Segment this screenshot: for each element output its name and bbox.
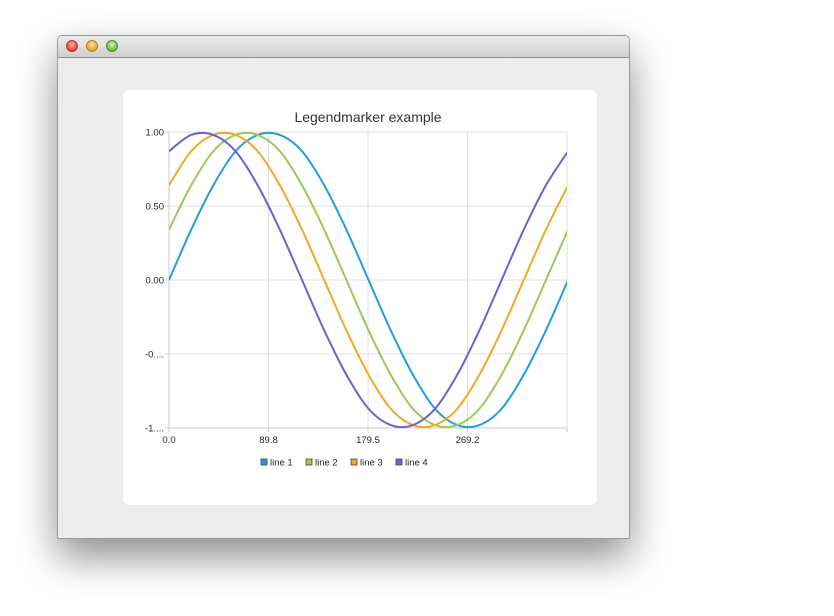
legend-label-3[interactable]: line 3 <box>360 458 383 469</box>
series-line-3 <box>169 131 567 429</box>
y-tick-label: -0.... <box>145 350 164 361</box>
y-tick-label: 0.50 <box>146 202 165 213</box>
y-tick-label: -1.... <box>145 424 164 435</box>
x-tick-label: 179.5 <box>356 435 380 446</box>
y-tick-label: 1.00 <box>146 128 165 139</box>
legend-label-1[interactable]: line 1 <box>270 458 293 469</box>
x-tick-label: 89.8 <box>259 435 278 446</box>
x-tick-label: 0.0 <box>162 435 175 446</box>
chart-title: Legendmarker example <box>294 109 441 125</box>
series-line-4 <box>169 131 567 429</box>
legend-marker-4[interactable] <box>395 458 403 466</box>
legend-marker-2[interactable] <box>305 458 313 466</box>
app-window: Legendmarker example 1.00 0.50 0.00 -0.... -1… <box>57 35 630 539</box>
title-bar[interactable] <box>58 36 629 58</box>
close-button[interactable] <box>66 40 78 52</box>
maximize-button[interactable] <box>106 40 118 52</box>
chart-view: Legendmarker example 1.00 0.50 0.00 -0.... -1… <box>123 90 597 505</box>
legend-marker-3[interactable] <box>350 458 358 466</box>
legend-label-2[interactable]: line 2 <box>315 458 338 469</box>
legend-label-4[interactable]: line 4 <box>405 458 428 469</box>
legend-marker-1[interactable] <box>260 458 268 466</box>
x-tick-label: 269.2 <box>456 435 480 446</box>
minimize-button[interactable] <box>86 40 98 52</box>
line-chart: Legendmarker example 1.00 0.50 0.00 -0.... -1… <box>145 109 568 469</box>
y-tick-label: 0.00 <box>146 276 165 287</box>
